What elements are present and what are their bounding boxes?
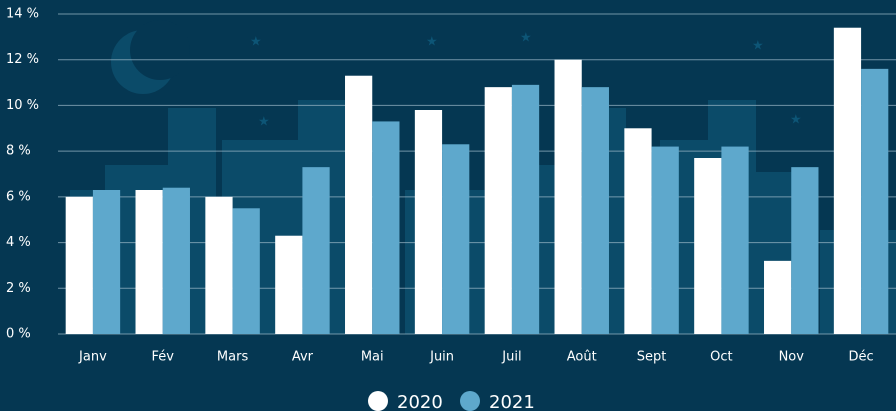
bar <box>624 128 652 334</box>
y-tick-label: 0 % <box>6 327 31 342</box>
y-tick-label: 4 % <box>6 235 31 250</box>
x-tick-label: Août <box>567 350 597 365</box>
bar <box>721 146 749 334</box>
y-tick-label: 6 % <box>6 189 31 204</box>
x-tick-label: Mai <box>361 350 384 365</box>
bar <box>345 75 373 334</box>
svg-text:★: ★ <box>258 115 270 130</box>
svg-text:★: ★ <box>426 35 438 50</box>
y-tick-label: 8 % <box>6 144 31 159</box>
x-tick-label: Déc <box>849 350 874 365</box>
bar <box>511 84 540 334</box>
bar <box>372 121 400 334</box>
y-tick-label: 10 % <box>6 98 39 113</box>
legend-label: 2020 <box>397 392 443 411</box>
bar <box>694 158 722 334</box>
bar <box>92 190 121 334</box>
bar <box>302 167 330 334</box>
x-tick-label: Juin <box>429 350 454 365</box>
x-tick-label: Nov <box>779 350 805 365</box>
legend-label: 2021 <box>489 392 535 411</box>
bar <box>442 144 470 334</box>
legend-marker <box>368 391 388 411</box>
bar <box>162 187 190 334</box>
bar <box>554 59 582 334</box>
x-tick-label: Mars <box>217 350 249 365</box>
x-tick-label: Oct <box>710 350 732 365</box>
legend-marker <box>460 391 480 411</box>
y-tick-label: 14 % <box>6 7 39 22</box>
stars: ★ ★ ★ ★ ★ ★ <box>250 31 802 130</box>
bar <box>484 87 512 335</box>
bar <box>65 196 93 334</box>
bar <box>861 68 889 334</box>
bar <box>581 87 609 335</box>
y-tick-label: 2 % <box>6 281 31 296</box>
svg-text:★: ★ <box>520 31 532 46</box>
bar <box>791 167 819 334</box>
bar <box>651 146 679 334</box>
bar <box>135 190 163 334</box>
bar <box>414 110 443 334</box>
bar <box>205 196 233 334</box>
bar <box>833 27 862 334</box>
bar <box>764 260 792 334</box>
bar <box>275 235 303 334</box>
x-tick-label: Fév <box>152 350 175 365</box>
svg-text:★: ★ <box>790 113 802 128</box>
y-tick-label: 12 % <box>6 52 39 67</box>
x-tick-label: Juil <box>501 350 521 365</box>
legend: 2020 2021 <box>368 391 535 411</box>
moon-cut <box>130 20 190 80</box>
bar <box>232 208 260 334</box>
x-tick-label: Avr <box>292 350 314 365</box>
svg-text:★: ★ <box>752 39 764 54</box>
x-tick-label: Janv <box>78 350 107 365</box>
svg-text:★: ★ <box>250 35 262 50</box>
x-tick-label: Sept <box>637 350 667 365</box>
